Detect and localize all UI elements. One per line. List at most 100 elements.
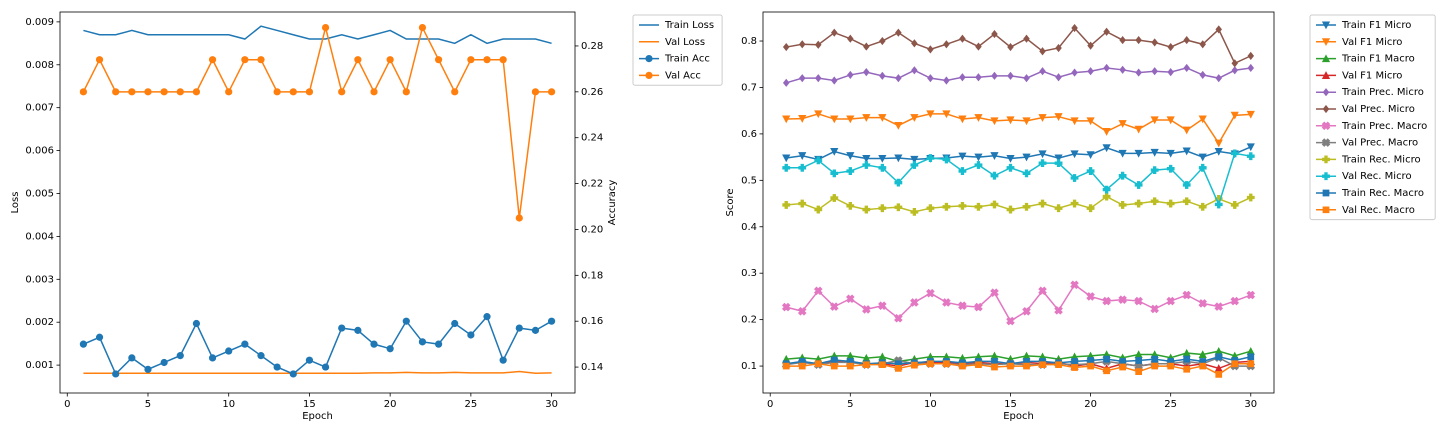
data-point xyxy=(531,88,540,96)
x-tick-label: 0 xyxy=(64,399,70,410)
data-point xyxy=(958,167,967,175)
data-point xyxy=(1134,125,1143,134)
data-point xyxy=(894,203,903,212)
data-point xyxy=(846,201,855,210)
data-point xyxy=(1103,355,1110,363)
legend-marker xyxy=(1321,138,1331,147)
data-point xyxy=(1071,23,1078,33)
data-point xyxy=(847,70,854,79)
data-point xyxy=(894,365,902,372)
data-point xyxy=(974,153,983,162)
y-tick-label: 0.003 xyxy=(25,274,54,285)
data-point xyxy=(782,115,791,124)
series-line xyxy=(82,25,552,219)
data-point xyxy=(1054,306,1063,315)
legend-marker xyxy=(1321,54,1331,63)
y2-tick-label: 0.20 xyxy=(581,224,603,235)
data-point xyxy=(1006,154,1015,163)
data-point xyxy=(959,362,966,370)
data-point xyxy=(1103,63,1110,73)
data-point xyxy=(862,114,871,122)
x-axis-label: Epoch xyxy=(302,411,333,422)
legend-label: Val F1 Micro xyxy=(1342,70,1402,81)
data-point xyxy=(1038,114,1047,122)
data-point xyxy=(1167,42,1174,52)
data-point xyxy=(974,114,983,122)
data-point xyxy=(370,88,378,96)
data-point xyxy=(847,34,854,43)
data-point xyxy=(1102,128,1111,136)
data-point xyxy=(1166,164,1175,173)
data-point xyxy=(1135,68,1142,77)
x-tick-label: 20 xyxy=(1084,399,1097,410)
data-point xyxy=(289,88,297,96)
y2-axis-label: Accuracy xyxy=(607,180,618,226)
data-point xyxy=(1070,280,1079,290)
data-point xyxy=(829,302,839,311)
data-point xyxy=(1087,362,1094,370)
data-point xyxy=(112,370,120,378)
data-point xyxy=(910,298,919,307)
data-point xyxy=(1230,201,1239,209)
series-line xyxy=(786,283,1252,323)
data-point xyxy=(990,117,999,126)
data-point xyxy=(1246,193,1255,202)
data-point xyxy=(192,88,201,96)
data-point xyxy=(1038,286,1047,296)
data-point xyxy=(95,56,104,64)
data-point xyxy=(1022,306,1031,316)
data-point xyxy=(942,155,951,164)
x-tick-label: 15 xyxy=(1004,399,1017,410)
data-point xyxy=(830,115,839,124)
data-point xyxy=(1055,361,1062,369)
data-point xyxy=(128,88,136,96)
data-point xyxy=(1023,34,1030,43)
series-line xyxy=(83,25,552,45)
data-point xyxy=(1215,74,1222,83)
y-tick-label: 0.008 xyxy=(25,60,54,71)
legend-marker xyxy=(1322,172,1330,181)
data-point xyxy=(813,286,823,296)
data-point xyxy=(798,152,807,160)
data-point xyxy=(1006,163,1015,172)
y-tick-label: 0.005 xyxy=(25,188,54,199)
data-point xyxy=(208,56,217,64)
data-point xyxy=(176,352,184,360)
data-point xyxy=(879,36,886,46)
data-point xyxy=(798,115,807,123)
data-point xyxy=(1118,201,1127,209)
y-tick-label: 0.001 xyxy=(25,360,54,371)
data-point xyxy=(1151,362,1159,370)
data-point xyxy=(515,214,523,222)
data-point xyxy=(1167,68,1174,77)
data-point xyxy=(289,370,297,378)
data-point xyxy=(927,74,934,83)
data-point xyxy=(321,363,330,371)
data-point xyxy=(942,298,951,307)
data-point xyxy=(974,161,983,169)
data-point xyxy=(1102,144,1111,153)
data-point xyxy=(878,301,887,310)
data-point xyxy=(894,121,903,130)
data-point xyxy=(782,78,790,87)
x-tick-label: 20 xyxy=(384,399,397,410)
y2-tick-label: 0.14 xyxy=(581,362,603,373)
data-point xyxy=(1055,43,1062,53)
x-tick-label: 10 xyxy=(924,399,937,410)
data-point xyxy=(878,204,887,213)
data-point xyxy=(1103,367,1110,375)
y-tick-label: 0.004 xyxy=(25,231,54,242)
data-point xyxy=(1038,199,1047,208)
data-point xyxy=(1182,197,1191,206)
data-point xyxy=(547,88,556,96)
data-point xyxy=(879,71,886,80)
data-point xyxy=(1054,113,1063,121)
data-point xyxy=(943,360,950,368)
data-point xyxy=(1198,163,1207,172)
series-line xyxy=(786,67,1251,84)
data-point xyxy=(862,305,871,314)
data-point xyxy=(1022,169,1031,178)
data-point xyxy=(1166,296,1175,306)
data-point xyxy=(1007,42,1014,52)
